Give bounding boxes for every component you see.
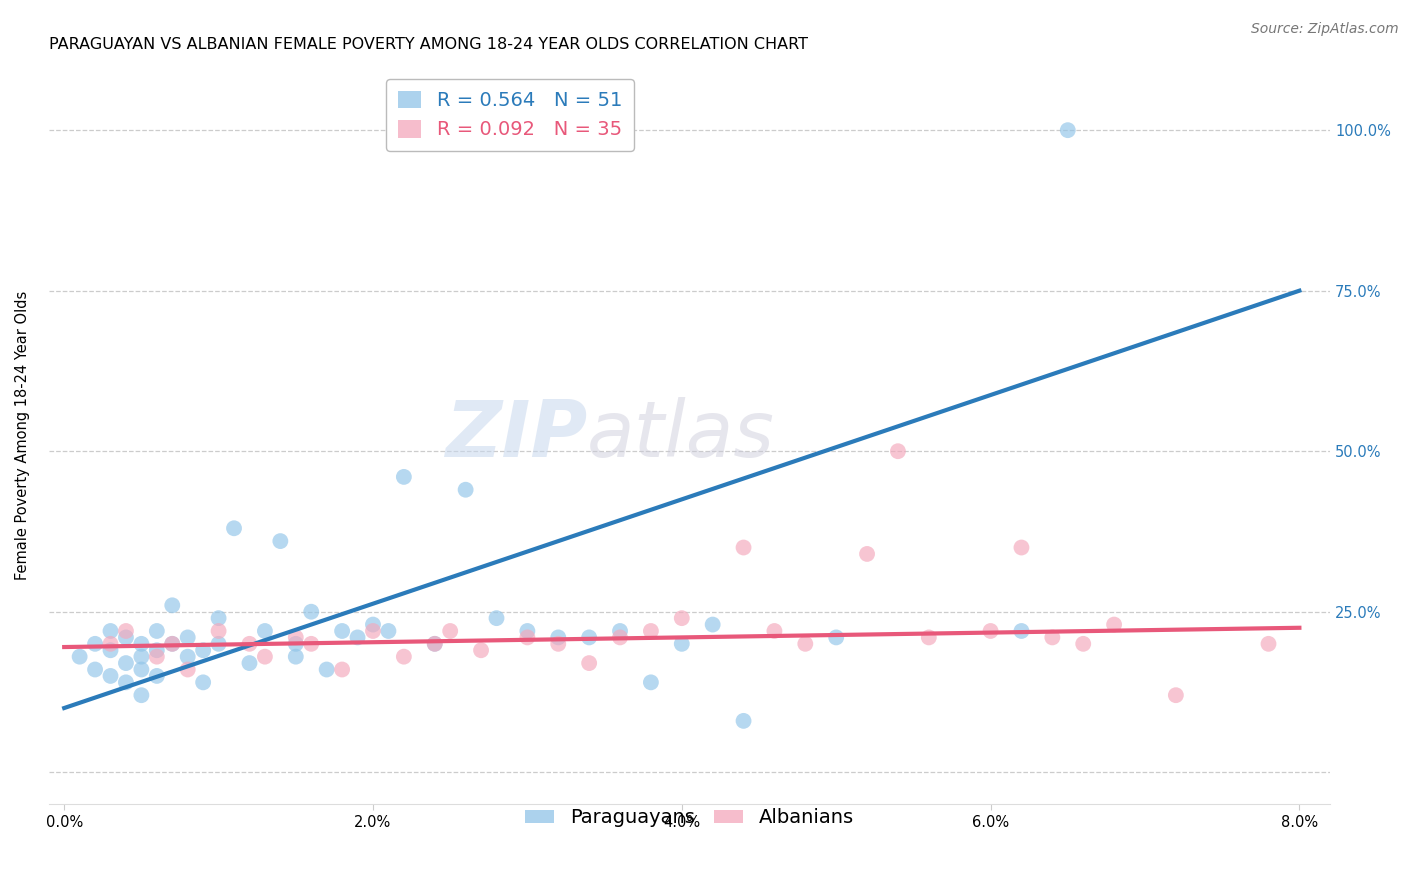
Text: PARAGUAYAN VS ALBANIAN FEMALE POVERTY AMONG 18-24 YEAR OLDS CORRELATION CHART: PARAGUAYAN VS ALBANIAN FEMALE POVERTY AM…: [49, 37, 808, 53]
Albanians: [439, 624, 461, 638]
Paraguayans: [361, 617, 384, 632]
Text: ZIP: ZIP: [444, 397, 586, 473]
Paraguayans: [177, 631, 200, 645]
Paraguayans: [485, 611, 508, 625]
Paraguayans: [1011, 624, 1033, 638]
Paraguayans: [84, 663, 107, 677]
Albanians: [671, 611, 693, 625]
Albanians: [1102, 617, 1125, 632]
Paraguayans: [516, 624, 538, 638]
Paraguayans: [671, 637, 693, 651]
Paraguayans: [253, 624, 276, 638]
Albanians: [1040, 631, 1063, 645]
Albanians: [470, 643, 492, 657]
Paraguayans: [115, 656, 138, 670]
Albanians: [253, 649, 276, 664]
Paraguayans: [177, 649, 200, 664]
Paraguayans: [146, 624, 169, 638]
Albanians: [146, 649, 169, 664]
Paraguayans: [131, 637, 153, 651]
Paraguayans: [392, 470, 415, 484]
Albanians: [238, 637, 260, 651]
Albanians: [100, 637, 122, 651]
Paraguayans: [825, 631, 848, 645]
Paraguayans: [702, 617, 724, 632]
Paraguayans: [330, 624, 353, 638]
Legend: Paraguayans, Albanians: Paraguayans, Albanians: [517, 801, 862, 835]
Paraguayans: [207, 637, 229, 651]
Albanians: [177, 663, 200, 677]
Paraguayans: [100, 624, 122, 638]
Paraguayans: [162, 637, 184, 651]
Albanians: [284, 631, 307, 645]
Albanians: [640, 624, 662, 638]
Paraguayans: [299, 605, 322, 619]
Paraguayans: [191, 643, 214, 657]
Paraguayans: [115, 675, 138, 690]
Albanians: [856, 547, 879, 561]
Text: atlas: atlas: [586, 397, 775, 473]
Albanians: [918, 631, 941, 645]
Paraguayans: [454, 483, 477, 497]
Albanians: [1071, 637, 1094, 651]
Paraguayans: [146, 669, 169, 683]
Albanians: [794, 637, 817, 651]
Paraguayans: [423, 637, 446, 651]
Paraguayans: [131, 688, 153, 702]
Paraguayans: [238, 656, 260, 670]
Paraguayans: [377, 624, 399, 638]
Paraguayans: [131, 663, 153, 677]
Y-axis label: Female Poverty Among 18-24 Year Olds: Female Poverty Among 18-24 Year Olds: [15, 291, 30, 580]
Paraguayans: [115, 631, 138, 645]
Albanians: [392, 649, 415, 664]
Paraguayans: [609, 624, 631, 638]
Albanians: [330, 663, 353, 677]
Albanians: [887, 444, 910, 458]
Albanians: [609, 631, 631, 645]
Albanians: [423, 637, 446, 651]
Albanians: [1257, 637, 1279, 651]
Paraguayans: [733, 714, 755, 728]
Paraguayans: [222, 521, 245, 535]
Paraguayans: [284, 637, 307, 651]
Albanians: [207, 624, 229, 638]
Paraguayans: [100, 643, 122, 657]
Albanians: [516, 631, 538, 645]
Paraguayans: [269, 534, 291, 549]
Albanians: [1011, 541, 1033, 555]
Paraguayans: [191, 675, 214, 690]
Albanians: [578, 656, 600, 670]
Paraguayans: [547, 631, 569, 645]
Paraguayans: [100, 669, 122, 683]
Albanians: [763, 624, 786, 638]
Albanians: [299, 637, 322, 651]
Paraguayans: [640, 675, 662, 690]
Paraguayans: [131, 649, 153, 664]
Albanians: [547, 637, 569, 651]
Paraguayans: [1056, 123, 1078, 137]
Albanians: [162, 637, 184, 651]
Albanians: [980, 624, 1002, 638]
Paraguayans: [284, 649, 307, 664]
Albanians: [733, 541, 755, 555]
Albanians: [115, 624, 138, 638]
Albanians: [361, 624, 384, 638]
Paraguayans: [346, 631, 368, 645]
Paraguayans: [207, 611, 229, 625]
Paraguayans: [162, 599, 184, 613]
Albanians: [1164, 688, 1187, 702]
Paraguayans: [84, 637, 107, 651]
Paraguayans: [69, 649, 91, 664]
Paraguayans: [578, 631, 600, 645]
Text: Source: ZipAtlas.com: Source: ZipAtlas.com: [1251, 22, 1399, 37]
Paraguayans: [146, 643, 169, 657]
Paraguayans: [315, 663, 337, 677]
